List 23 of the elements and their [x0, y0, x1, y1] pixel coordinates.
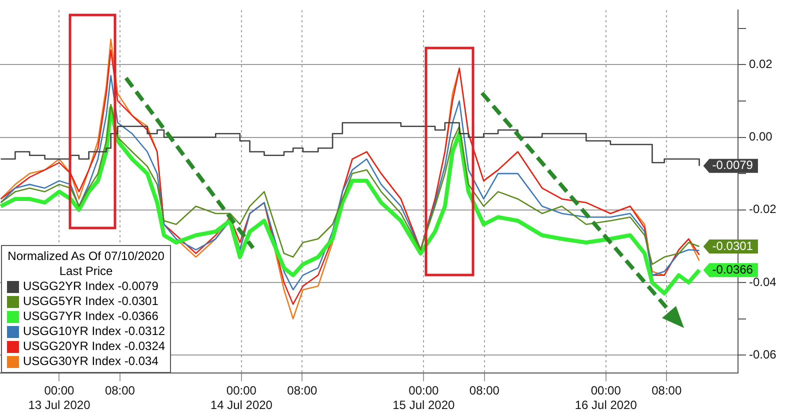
data-label: -0.0301 — [712, 238, 754, 253]
legend-label: USGG2YR Index -0.0079 — [23, 279, 158, 294]
legend-label: USGG20YR Index -0.0324 — [23, 339, 166, 354]
legend-label: USGG7YR Index -0.0366 — [23, 309, 158, 324]
y-tick-label: 0.02 — [749, 56, 773, 71]
y-tick-label: -0.04 — [749, 274, 777, 289]
y-tick-label: 0.00 — [749, 130, 773, 144]
y-tick-label: -0.02 — [749, 202, 777, 216]
x-tick-label: 08:00 — [652, 384, 682, 398]
x-tick-label: 00:00 14 Jul 2020 — [210, 384, 273, 412]
x-tick-label: 00:00 15 Jul 2020 — [392, 384, 456, 412]
x-tick-label: 08:00 — [287, 384, 318, 398]
data-label: -0.0079 — [712, 158, 754, 172]
legend-label: USGG5YR Index -0.0301 — [23, 294, 158, 310]
data-label: -0.0366 — [712, 262, 754, 276]
x-tick-label: 08:00 — [104, 384, 136, 398]
x-tick-label: 00:00 13 Jul 2020 — [28, 384, 91, 412]
x-tick-label: 00:00 16 Jul 2020 — [574, 384, 638, 412]
legend-title: Normalized As Of 07/10/2020 Last Price — [7, 249, 166, 280]
x-tick-label: 08:00 — [469, 384, 500, 398]
y-tick-label: -0.06 — [749, 347, 777, 362]
legend-label: USGG10YR Index -0.0312 — [23, 324, 166, 340]
legend-label: USGG30YR Index -0.034 — [23, 354, 158, 370]
